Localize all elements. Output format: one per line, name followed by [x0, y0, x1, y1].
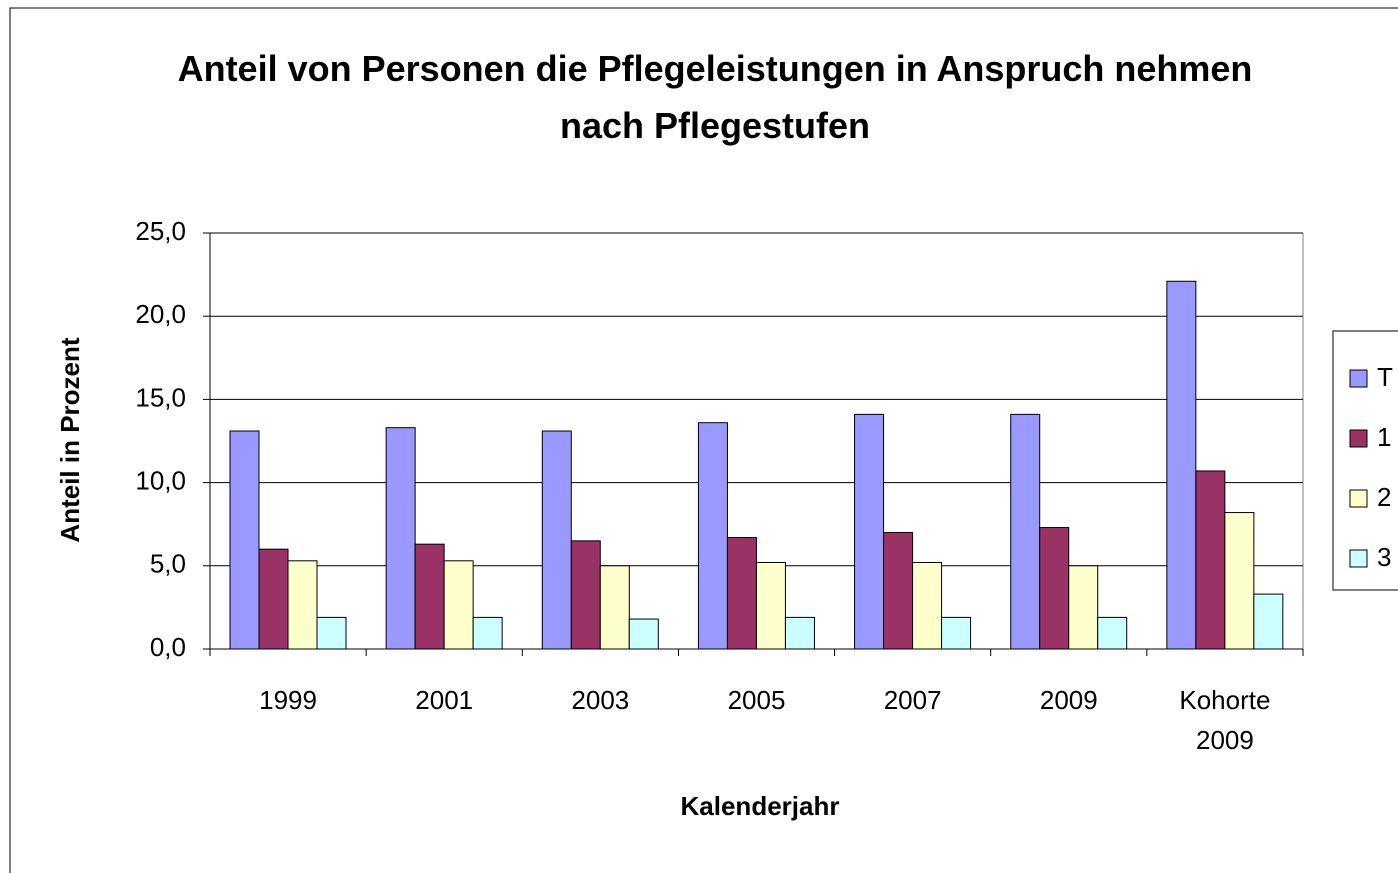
bar: [599, 565, 630, 650]
x-tick-label: 2009: [1039, 685, 1098, 715]
y-tick-label: 5,0: [150, 549, 186, 579]
bar: [443, 560, 474, 650]
bar: [570, 540, 601, 650]
bar: [287, 560, 318, 650]
bar: [1010, 413, 1041, 650]
bar: [1253, 593, 1284, 650]
y-tick-label: 0,0: [150, 632, 186, 662]
x-axis-label: Kalenderjahr: [681, 791, 840, 821]
x-tick-label: 2001: [415, 685, 474, 715]
bar: [1068, 565, 1099, 650]
bar: [316, 616, 347, 650]
legend-swatch: [1349, 429, 1368, 448]
y-tick-label: 20,0: [135, 299, 186, 329]
y-tick-label: 10,0: [135, 465, 186, 495]
bar: [1097, 616, 1128, 650]
chart-title: Anteil von Personen die Pflegeleistungen…: [177, 48, 1253, 146]
bar: [755, 561, 786, 650]
bar: [1195, 470, 1226, 650]
bar: [1166, 280, 1197, 650]
bar: [1224, 512, 1255, 650]
legend-swatch: [1349, 549, 1368, 568]
x-tick-label: 1999: [259, 685, 317, 715]
bar: [229, 430, 260, 650]
bar: [1039, 527, 1070, 650]
bar: [941, 616, 972, 650]
bar: [541, 430, 572, 650]
bar: [726, 537, 757, 650]
legend-label: T: [1377, 362, 1393, 392]
bar: [385, 427, 416, 650]
x-tick-label: Kohorte 2009: [1179, 685, 1271, 755]
bar: [883, 532, 914, 650]
x-tick-label: 2005: [727, 685, 786, 715]
bar: [258, 548, 289, 650]
bar: [697, 422, 728, 650]
legend-swatch: [1349, 489, 1368, 508]
y-tick-label: 15,0: [135, 382, 186, 412]
x-tick-label: 2003: [571, 685, 630, 715]
bar: [472, 616, 503, 650]
bar: [414, 543, 445, 650]
bar: [628, 618, 659, 650]
bar: [784, 616, 815, 650]
legend-label: 2: [1377, 482, 1391, 512]
y-tick-label: 25,0: [135, 216, 186, 246]
legend-swatch: [1349, 369, 1368, 388]
legend-label: 3: [1377, 542, 1391, 572]
x-tick-label: 2007: [883, 685, 942, 715]
bar: [854, 413, 885, 650]
bar: [912, 561, 943, 650]
legend-label: 1: [1377, 422, 1391, 452]
chart-frame: [9, 7, 1398, 873]
y-axis-label: Anteil in Prozent: [55, 337, 85, 542]
